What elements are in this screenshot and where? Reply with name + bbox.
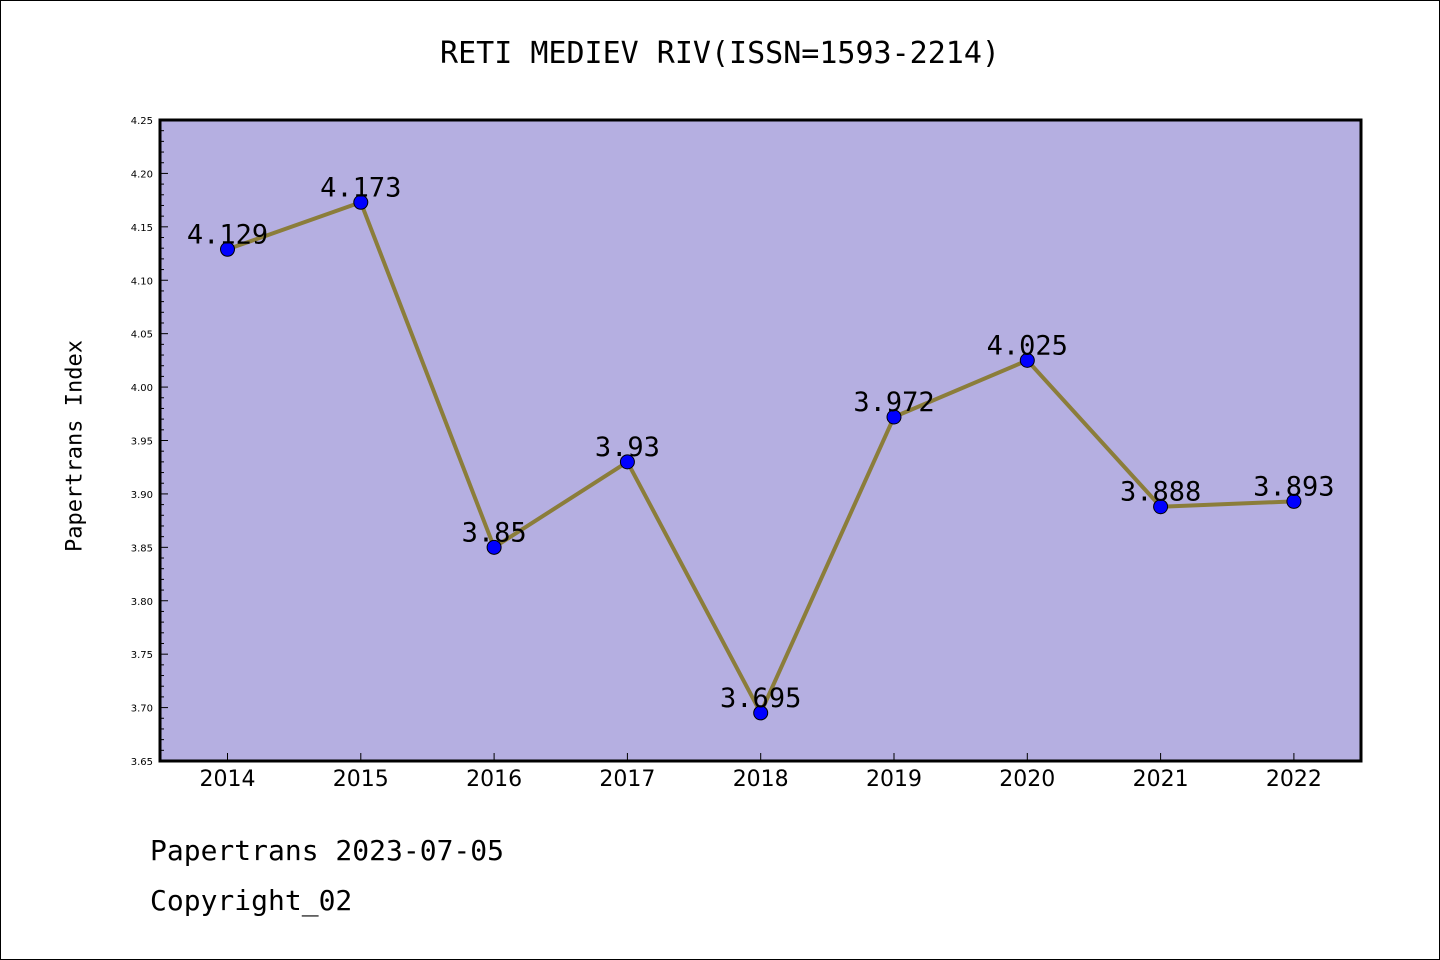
data-labels: 4.129 4.173 3.85 3.93 3.695 3.972 4.025 3.888 3.… [187,172,1335,714]
y-tick-label: 4.20 [131,169,153,180]
data-point [886,409,902,425]
y-tick-label: 4.15 [131,223,153,234]
data-label: 3.93 [595,432,660,463]
footer-date: Papertrans 2023-07-05 [150,834,505,867]
plot-border [158,118,1363,763]
data-point [753,705,769,721]
data-label: 3.972 [853,387,934,418]
y-tick-label: 3.95 [131,437,153,448]
data-label: 4.173 [320,172,401,203]
y-tick-label: 3.65 [131,757,153,768]
x-tick-label: 2017 [599,767,655,792]
data-label: 4.129 [187,219,268,250]
data-label: 3.695 [720,683,801,714]
data-point [1286,493,1302,509]
data-point [220,241,235,257]
data-label: 3.85 [462,517,527,548]
y-tick-label: 3.90 [131,490,153,501]
data-point [486,539,502,555]
x-tick-label: 2021 [1133,767,1189,792]
x-axis: 2014 2015 2016 2017 2018 2019 2020 2021 2022 [200,753,1322,792]
x-tick-label: 2020 [999,767,1055,792]
chart-title: RETI MEDIEV RIV(ISSN=1593-2214) [440,36,1000,71]
x-tick-label: 2016 [466,767,522,792]
x-tick-label: 2022 [1266,767,1322,792]
data-label: 3.893 [1253,471,1334,502]
data-point [1019,352,1035,368]
y-tick-label: 4.25 [131,116,153,127]
y-tick-label: 3.75 [131,650,153,661]
data-point [1153,499,1169,515]
y-tick-label: 4.05 [131,330,153,341]
x-tick-label: 2018 [733,767,789,792]
data-point [619,454,635,470]
data-point [353,194,369,210]
y-tick-label: 3.80 [131,597,153,608]
x-tick-label: 2014 [200,767,256,792]
x-tick-label: 2019 [866,767,922,792]
y-tick-label: 3.85 [131,543,153,554]
x-tick-label: 2015 [333,767,389,792]
y-tick-label: 3.70 [131,704,153,715]
y-tick-label: 4.10 [131,276,153,287]
data-label: 3.888 [1120,477,1201,508]
data-points [220,194,1302,721]
footer-copyright: Copyright_02 [150,884,353,917]
plot-area [160,120,1361,761]
data-label: 4.025 [987,330,1068,361]
y-tick-label: 4.00 [131,383,153,394]
